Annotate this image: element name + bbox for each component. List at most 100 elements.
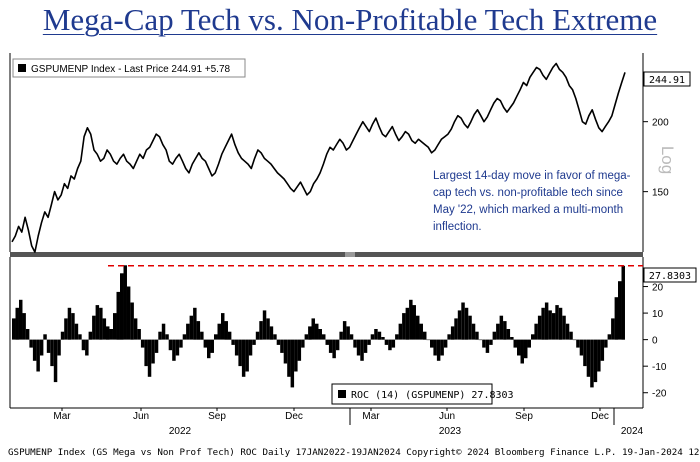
roc-bar [224, 321, 228, 340]
roc-bar [548, 310, 552, 340]
roc-bar [182, 334, 187, 340]
price-legend: GSPUMENP Index - Last Price 244.91 +5.78 [12, 58, 246, 78]
roc-bar [471, 323, 476, 340]
roc-bar [36, 339, 40, 372]
roc-bar [356, 339, 361, 356]
roc-bar [388, 339, 392, 351]
roc-bar [391, 339, 396, 348]
roc-bar [489, 339, 493, 345]
year-label: 2022 [169, 426, 192, 437]
roc-bar [158, 331, 162, 340]
x-tick-label: Jun [133, 411, 149, 422]
roc-bar [544, 302, 549, 340]
year-label: 2023 [439, 426, 462, 437]
price-legend-text: GSPUMENP Index - Last Price 244.91 +5.78 [31, 64, 231, 75]
roc-bar [280, 339, 284, 353]
roc-bar [287, 339, 291, 377]
roc-bar [308, 326, 312, 340]
roc-bar [304, 334, 309, 340]
roc-bar [461, 302, 465, 340]
roc-bar [402, 313, 406, 340]
x-tick-label: Jun [439, 411, 455, 422]
roc-bar [32, 339, 37, 361]
roc-bar [113, 313, 117, 340]
price-last-value-tag: 244.91 [643, 71, 691, 87]
roc-bar [276, 339, 281, 345]
roc-bar [165, 334, 169, 340]
roc-bar [234, 339, 239, 356]
roc-bar [562, 315, 566, 340]
price-y-tick-label: 200 [652, 118, 669, 129]
roc-bar [342, 321, 347, 340]
roc-bar [531, 334, 535, 340]
roc-bar [381, 337, 385, 340]
roc-bar [520, 339, 524, 364]
roc-bar [248, 339, 253, 356]
roc-bar [503, 321, 507, 340]
roc-bar [405, 307, 410, 340]
roc-bar [46, 339, 51, 353]
roc-bar [475, 331, 479, 340]
roc-bar [485, 339, 490, 353]
roc-bar [273, 334, 277, 340]
roc-bar [423, 331, 427, 340]
roc-bar [203, 339, 208, 348]
roc-bar [64, 318, 68, 340]
panel-divider [10, 252, 643, 257]
roc-bar [576, 339, 580, 348]
roc-bar [130, 302, 134, 340]
year-label: 2024 [621, 426, 644, 437]
roc-bar [353, 339, 357, 348]
roc-bar [558, 307, 563, 340]
roc-bar [67, 307, 72, 340]
roc-bar [416, 315, 420, 340]
roc-bar [454, 318, 458, 340]
roc-bar [193, 307, 197, 340]
roc-bar [57, 339, 61, 356]
roc-legend: ROC (14) (GSPUMENP) 27.8303 [331, 383, 514, 405]
x-tick-label: Dec [285, 411, 303, 422]
roc-bar [71, 313, 75, 340]
roc-bar [332, 339, 336, 359]
roc-bar [440, 339, 444, 356]
roc-bar [207, 339, 211, 359]
roc-bar [468, 315, 472, 340]
roc-bar [363, 339, 368, 353]
roc-bar [384, 339, 389, 345]
roc-bar [241, 339, 246, 377]
roc-bar [221, 313, 225, 340]
roc-bar [328, 339, 333, 353]
roc-bar [510, 337, 514, 340]
roc-bar [618, 281, 622, 340]
roc-bar [189, 315, 194, 340]
roc-bar [133, 318, 138, 340]
roc-legend-swatch [338, 390, 346, 398]
roc-bar [398, 323, 403, 340]
roc-bar [426, 339, 430, 341]
roc-bar [555, 305, 559, 340]
roc-bar [231, 339, 235, 345]
roc-bar [297, 339, 302, 361]
roc-bar [524, 339, 528, 359]
roc-bar [255, 331, 260, 340]
roc-bar [360, 339, 364, 361]
roc-bar [534, 323, 538, 340]
roc-bar [217, 323, 221, 340]
roc-bar [301, 339, 305, 348]
roc-bar [78, 334, 82, 340]
price-plot [11, 62, 626, 253]
roc-bar [99, 307, 103, 340]
roc-y-tick-label: 10 [652, 309, 664, 320]
roc-bar [335, 339, 340, 351]
roc-bar [53, 339, 58, 383]
roc-bar [590, 339, 594, 388]
roc-bar [50, 339, 54, 367]
roc-bar [92, 315, 96, 340]
roc-bar [541, 307, 545, 340]
roc-bar [339, 331, 343, 340]
roc-bar [123, 265, 127, 340]
roc-bar [607, 334, 612, 340]
roc-bar [367, 339, 371, 345]
roc-bar [266, 318, 270, 340]
roc-bar [200, 331, 204, 340]
